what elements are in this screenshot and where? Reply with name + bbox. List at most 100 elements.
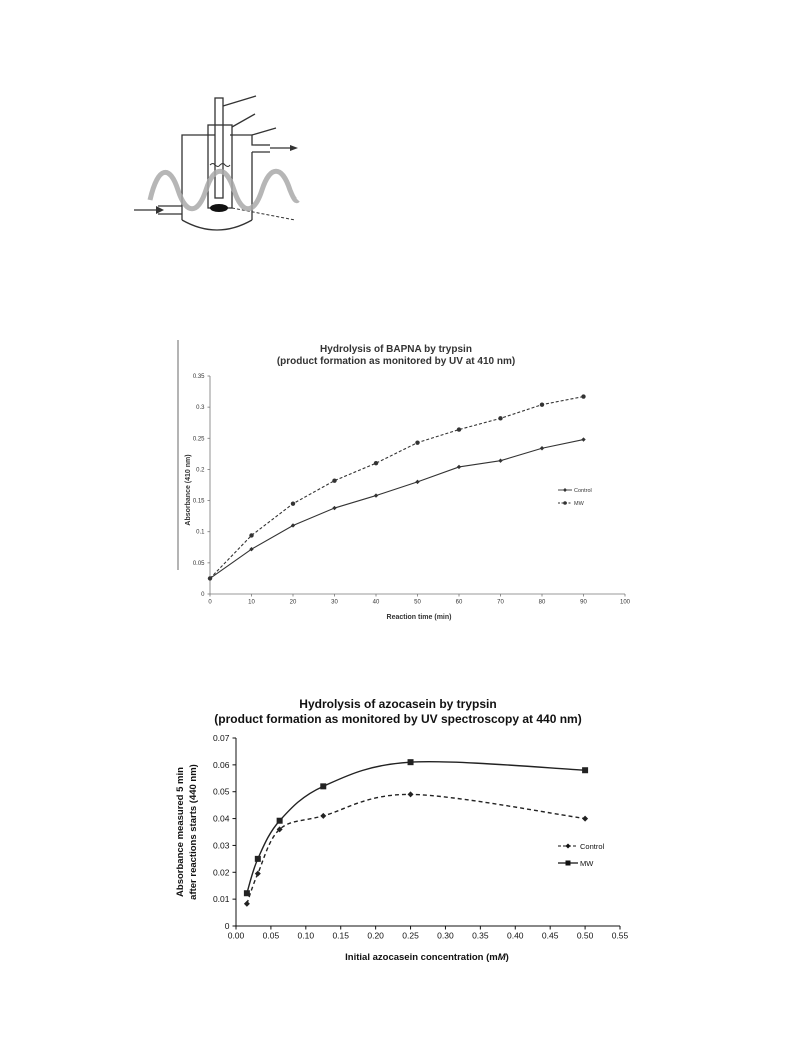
vessel-bottom	[181, 219, 253, 231]
chart1-legend: Control MW	[558, 488, 592, 507]
outlet-arrow-head	[290, 145, 298, 151]
chart1-point-mw	[332, 478, 337, 483]
chart2-x-tick-label: 0.30	[437, 931, 454, 941]
chart1-x-tick-label: 80	[539, 600, 546, 606]
liquid-surface	[209, 163, 231, 167]
chart2-plot-area: 0.00 0.05 0.10 0.15 0.20 0.25 0.30 0.35 0.40 0.45…	[213, 733, 629, 941]
chart1-point-mw	[373, 461, 379, 466]
chart1-x-tick-label: 0	[208, 600, 212, 606]
chart1-x-tick-label: 50	[414, 600, 421, 606]
chart2-x-axis-label-prefix: Initial azocasein concentration (m	[345, 952, 498, 963]
chart1-series-line-control	[209, 438, 584, 579]
chart2-point-mw	[320, 783, 327, 790]
chart1-x-tick-label: 100	[620, 600, 631, 606]
chart2-point-mw	[243, 890, 250, 897]
chart1-point-mw	[456, 427, 462, 432]
chart2-x-axis-label-unit: M	[498, 952, 507, 963]
chart1-point-control	[581, 437, 586, 442]
chart2-point-mw	[582, 767, 589, 774]
chart2-point-control	[582, 815, 589, 822]
chart1-point-control	[456, 464, 462, 470]
chart2-x-tick-label: 0.05	[263, 931, 280, 941]
chart2-x-tick-label: 0.25	[402, 931, 419, 941]
chart1-series-line-mw	[209, 396, 584, 579]
chart2-legend-mw-marker	[565, 860, 571, 866]
chart1-x-tick-label: 30	[331, 600, 338, 606]
leader-line-2	[231, 113, 256, 128]
chart2-x-axis-label: Initial azocasein concentration (mM)	[345, 952, 509, 963]
chart2-point-mw	[407, 759, 414, 766]
chart2-legend-control-marker	[565, 843, 571, 849]
inlet-arrow-head	[156, 206, 164, 214]
stir-bar	[210, 204, 228, 212]
chart1-point-mw	[249, 533, 254, 538]
chart1-y-tick-label: 0.25	[193, 436, 205, 442]
chart1-point-mw	[539, 402, 545, 407]
chart2-y-axis-label-line2: after reactions starts (440 nm)	[188, 764, 199, 900]
chart2-y-tick-label: 0.03	[213, 840, 230, 850]
chart1-point-control	[498, 458, 503, 463]
chart2-y-tick-label: 0.05	[213, 787, 230, 797]
chart2-y-axis-label-line1: Absorbance measured 5 min	[175, 767, 186, 897]
chart2-x-axis-label-suffix: )	[506, 952, 509, 963]
chart1-x-tick-label: 70	[497, 600, 504, 606]
chart2-x-tick-label: 0.20	[367, 931, 384, 941]
chart1-point-mw	[498, 416, 503, 421]
chart1-point-mw	[290, 501, 296, 506]
chart1-legend-mw-marker	[563, 501, 567, 505]
chart1-x-tick-label: 90	[580, 600, 587, 606]
chart2-x-tick-label: 0.50	[577, 931, 594, 941]
chart1-y-tick-label: 0.15	[193, 499, 205, 505]
chart1-legend-control-marker	[563, 488, 567, 492]
chart1-x-tick-label: 20	[290, 600, 297, 606]
chart2-y-tick-label: 0.04	[213, 814, 230, 824]
chart1-point-control	[332, 505, 337, 511]
chart1-x-tick-label: 40	[373, 600, 380, 606]
chart2-point-control	[320, 812, 327, 819]
chart1-point-control	[373, 493, 379, 498]
chart2-point-mw	[276, 817, 283, 824]
chart2-point-control	[407, 791, 414, 798]
chart2-series-line-control	[246, 793, 586, 904]
chart1-plot-area: 0 10 20 30 40 50 60 70 80 90 100 0 0.05 0.1 0.15 0.2 0.2…	[193, 374, 631, 606]
chart2-x-tick-label: 0.40	[507, 931, 524, 941]
chart2-y-axis-label: Absorbance measured 5 min after reaction…	[175, 764, 199, 900]
probe	[214, 97, 224, 199]
chart2-point-control	[276, 826, 283, 833]
microwave-wave	[147, 168, 300, 212]
chart2-y-tick-label: 0.06	[213, 760, 230, 770]
chart1-x-tick-label: 10	[248, 600, 255, 606]
chart1-point-control	[539, 446, 545, 451]
chart1-point-mw	[415, 440, 420, 445]
leader-line-1	[222, 95, 257, 107]
chart1-y-tick-label: 0	[201, 592, 205, 598]
chart1-legend-mw-label: MW	[574, 501, 585, 507]
chart1-y-tick-label: 0.2	[196, 467, 205, 473]
chart2-x-tick-label: 0.45	[542, 931, 559, 941]
chart1-y-tick-label: 0.1	[196, 530, 205, 536]
leader-line-3	[251, 127, 277, 136]
chart1-y-tick-label: 0.35	[193, 374, 205, 380]
chart-bapna-hydrolysis: Hydrolysis of BAPNA by trypsin (product …	[177, 340, 631, 621]
chart2-y-tick-label: 0.01	[213, 894, 230, 904]
chart2-y-tick-label: 0	[225, 921, 230, 931]
chart2-x-tick-label: 0.35	[472, 931, 489, 941]
chart1-subtitle: (product formation as monitored by UV at…	[277, 356, 515, 367]
chart1-point-mw	[207, 576, 213, 581]
chart2-y-tick-label: 0.02	[213, 867, 230, 877]
chart1-y-axis-label: Absorbance (410 nm)	[185, 454, 192, 525]
chart2-title: Hydrolysis of azocasein by trypsin	[299, 697, 496, 711]
vessel-outline-left	[181, 134, 215, 220]
chart2-x-tick-label: 0.15	[332, 931, 349, 941]
chart1-point-mw	[581, 394, 586, 399]
chart2-x-tick-label: 0.00	[228, 931, 245, 941]
chart-azocasein-hydrolysis: Hydrolysis of azocasein by trypsin (prod…	[175, 697, 629, 963]
chart1-point-control	[249, 546, 254, 552]
chart2-y-tick-label: 0.07	[213, 733, 230, 743]
vessel-outline-top-right	[230, 134, 255, 146]
chart2-legend-control-label: Control	[580, 842, 605, 851]
chart1-x-axis-label: Reaction time (min)	[387, 614, 452, 621]
chart2-x-tick-label: 0.55	[612, 931, 629, 941]
chart2-legend-mw-label: MW	[580, 859, 594, 868]
chart1-x-tick-label: 60	[456, 600, 463, 606]
